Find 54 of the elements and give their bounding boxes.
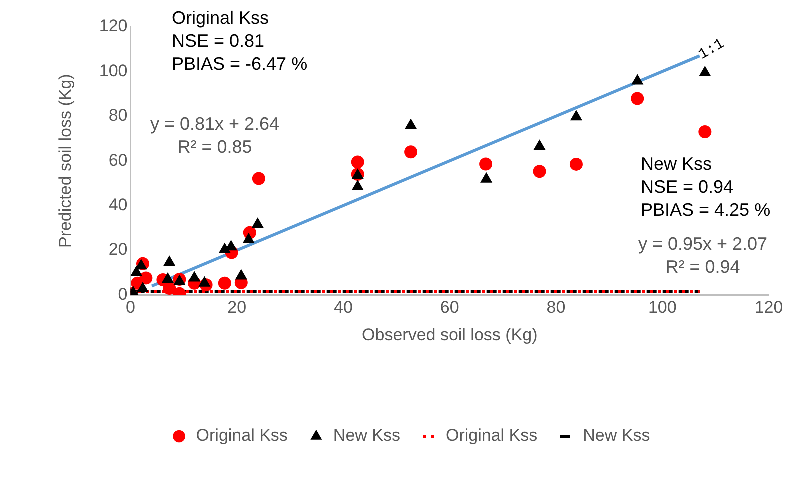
annotation: Original Kss NSE = 0.81 PBIAS = -6.47 % [172,8,308,74]
point [252,172,266,186]
annotation: New Kss NSE = 0.94 PBIAS = 4.25 % [641,154,771,220]
legend-label: New Kss [333,426,401,446]
y-tick-label: 80 [108,106,128,126]
point [405,119,417,130]
y-tick-label: 100 [99,61,128,80]
y-tick-label: 120 [99,16,128,36]
point [699,66,711,77]
x-tick-label: 100 [648,298,677,318]
point [219,243,231,254]
point [130,266,142,276]
legend-label: Original Kss [446,426,538,446]
point [136,260,148,270]
point [236,270,248,280]
x-tick-label: 40 [334,298,353,318]
point [164,256,176,266]
point [480,158,493,171]
point [162,273,174,284]
y-tick-label: 40 [108,195,128,214]
x-tick-label: 80 [546,298,566,318]
point [534,140,546,150]
point [188,272,200,282]
y-tick-label: 60 [108,150,128,170]
point [226,240,237,251]
point [351,156,364,169]
point [252,218,264,228]
x-tick-label: 20 [228,298,247,318]
annotation: y = 0.95x + 2.07 R² = 0.94 [638,234,768,277]
y-tick-label: 0 [118,284,128,304]
point [352,180,364,191]
annotation: 1:1 [696,36,728,64]
point [570,110,582,121]
point [632,74,644,85]
point [570,158,583,171]
x-tick-label: 120 [754,298,784,318]
point [137,282,149,292]
point [533,165,546,178]
point [243,233,255,244]
point [218,276,232,290]
point [631,92,644,106]
point [163,282,176,295]
point [480,172,492,183]
legend-label: New Kss [583,426,650,446]
point [404,146,418,159]
y-axis-title: Predicted soil loss (Kg) [56,74,75,248]
annotation: y = 0.81x + 2.64 R² = 0.85 [150,114,280,157]
y-tick-label: 20 [108,240,128,260]
point [140,272,153,285]
x-axis-title: Observed soil loss (Kg) [362,325,538,344]
point [198,276,210,287]
x-tick-label: 60 [440,298,460,318]
legend-label: Original Kss [196,426,288,446]
point [698,126,712,139]
